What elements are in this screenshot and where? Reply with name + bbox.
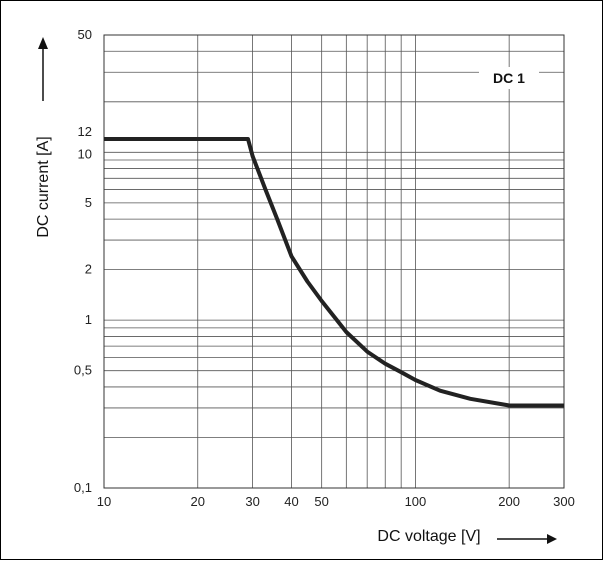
y-axis-title: DC current [A]: [35, 136, 52, 237]
y-tick-label: 10: [78, 146, 92, 161]
y-tick-label: 0,1: [74, 480, 92, 495]
x-tick-label: 30: [245, 494, 259, 509]
y-tick-label: 1: [85, 312, 92, 327]
x-tick-label: 100: [405, 494, 427, 509]
series-label: DC 1: [493, 70, 525, 86]
x-tick-label: 40: [284, 494, 298, 509]
x-axis-title: DC voltage [V]: [377, 528, 480, 545]
x-tick-label: 20: [191, 494, 205, 509]
y-axis-arrow: [38, 37, 48, 101]
series-label-background: [479, 67, 539, 89]
curve-layer: [104, 137, 564, 408]
y-tick-label: 12: [78, 124, 92, 139]
plot-area-border: [103, 34, 565, 489]
y-tick-label: 5: [85, 195, 92, 210]
x-axis-arrow: [497, 534, 557, 544]
x-tick-label: 300: [553, 494, 575, 509]
x-tick-label: 10: [97, 494, 111, 509]
x-tick-label: 200: [498, 494, 520, 509]
x-tick-label: 50: [314, 494, 328, 509]
series-line-0: [104, 137, 564, 408]
y-tick-label: 2: [85, 262, 92, 277]
y-tick-label: 0,5: [74, 363, 92, 378]
y-tick-label: 50: [78, 27, 92, 42]
grid: [103, 34, 565, 489]
